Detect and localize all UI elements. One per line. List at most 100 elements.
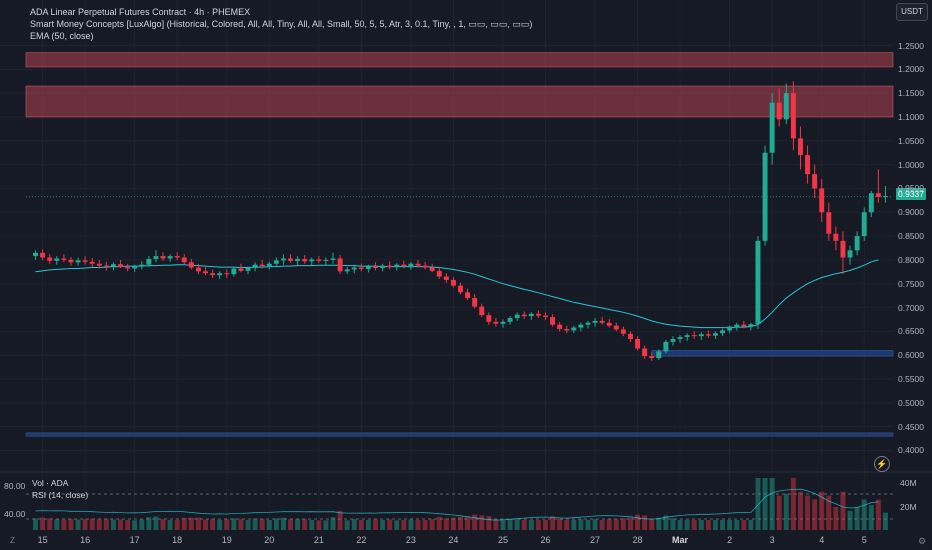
volume-bar [472,514,478,530]
volume-bar [521,519,527,530]
candle-body [677,337,683,339]
candle-body [316,259,322,261]
candle-body [507,318,513,322]
date-tick-label: 20 [264,535,275,545]
candle-body [819,188,825,213]
volume-bar [656,517,662,530]
candle-body [705,334,711,336]
candle-body [712,333,718,336]
candle-body [408,263,414,267]
volume-bar [606,519,612,530]
date-tick-label: 19 [221,535,232,545]
volume-bar [748,519,754,530]
volume-bar [783,493,789,530]
volume-bar [408,519,414,530]
volume-bar [231,518,237,530]
volume-bar [288,519,293,530]
volume-bar [238,519,244,530]
volume-bar [592,519,598,530]
candle-body [273,260,279,264]
candle-body [812,174,818,189]
volume-bar [585,519,591,530]
volume-bar [54,519,60,530]
volume-bar [493,519,499,530]
date-tick-label: 23 [405,535,416,545]
candle-body [54,258,60,261]
candle-body [727,326,733,331]
candle-body [797,138,803,156]
volume-bar [344,520,350,530]
date-tick-label: 3 [769,535,775,545]
candle-body [458,285,463,293]
volume-bar [302,519,308,530]
candle-body [132,266,138,269]
volume-bar [68,519,74,530]
volume-bar [450,517,456,530]
candle-body [479,306,485,316]
volume-bar [734,519,740,530]
volume-bar [776,495,782,530]
candle-body [550,317,556,325]
date-tick-label: 28 [632,535,643,545]
ema-indicator-label[interactable]: EMA (50, close) [30,31,94,41]
candle-body [33,252,39,257]
candle-body [790,93,796,139]
candle-body [514,314,520,319]
candle-body [110,264,116,267]
volume-bar [684,519,690,530]
supply-zone [25,52,894,68]
volume-bar [188,517,194,530]
candle-body [238,268,244,271]
volume-bar [118,519,124,530]
volume-bar [642,515,648,530]
volume-bar [819,491,825,530]
candle-body [656,351,662,359]
volume-bar [245,519,251,530]
candle-body [358,267,364,269]
volume-bar [259,519,265,530]
volume-bar [691,519,697,530]
candle-body [89,261,95,264]
price-tick-label: 0.6500 [898,326,924,337]
volume-bar [316,520,322,530]
candle-body [380,265,386,269]
candle-body [167,256,173,259]
candle-body [691,335,697,337]
candle-body [40,252,46,258]
volume-bar [727,519,733,530]
candle-body [769,102,775,153]
volume-bar [620,518,626,530]
smc-indicator-label[interactable]: Smart Money Concepts [LuxAlgo] (Historic… [30,19,533,29]
volume-bar [146,517,152,530]
date-tick-label: 22 [356,535,367,545]
volume-bar [103,519,109,530]
price-tick-label: 0.9000 [898,207,924,218]
currency-button[interactable]: USDT [896,3,928,21]
candle-body [415,263,421,266]
rsi-label[interactable]: RSI (14, close) [32,490,89,500]
candle-body [776,102,782,120]
volume-bar [712,519,718,530]
candle-body [210,273,216,276]
volume-bar [790,478,796,530]
gear-icon[interactable]: ⚙ [918,536,927,546]
volume-bar [181,517,187,530]
demand-zone [651,350,894,357]
candle-body [68,259,74,263]
demand-zone [25,432,894,437]
volume-bar [599,519,605,530]
rsi-level-low: 40.00 [4,509,26,519]
volume-label[interactable]: Vol · ADA [32,478,69,488]
lightning-icon[interactable]: ⚡ [874,456,890,472]
volume-bar [96,519,102,530]
candle-body [443,276,449,280]
candle-body [833,233,839,241]
volume-bar [741,519,747,530]
candle-body [217,273,223,276]
rsi-level-high: 80.00 [4,481,26,491]
volume-bar [698,519,704,530]
price-tick-label: 1.1500 [898,88,924,99]
price-tick-label: 0.9500 [898,183,924,194]
candle-body [861,212,867,237]
